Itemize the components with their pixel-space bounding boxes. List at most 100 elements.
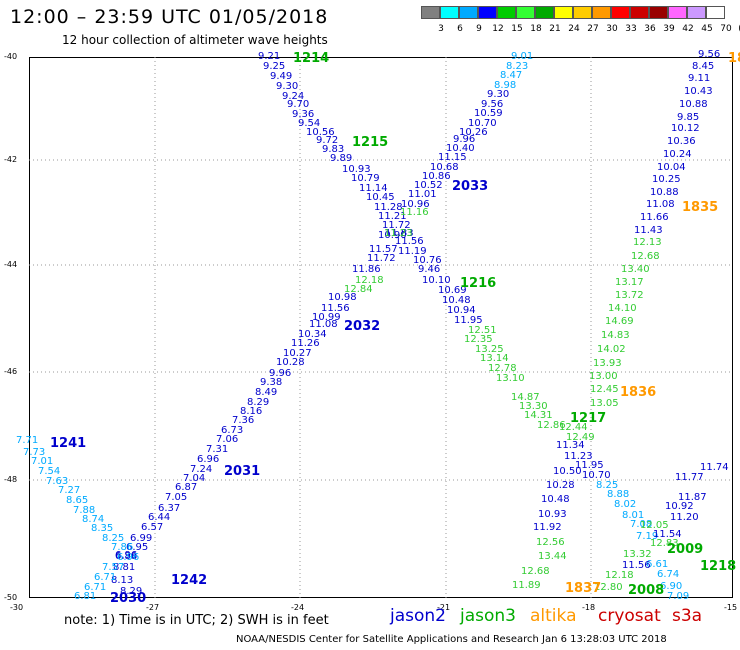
colorbar-swatch bbox=[421, 6, 440, 19]
wave-height-value: 13.93 bbox=[593, 358, 622, 369]
time-stamp-label: 1216 bbox=[460, 276, 496, 291]
wave-height-value: 9.70 bbox=[287, 99, 309, 110]
wave-height-value: 10.92 bbox=[665, 501, 694, 512]
wave-height-value: 10.56 bbox=[306, 127, 335, 138]
wave-height-value: 12.84 bbox=[344, 284, 373, 295]
time-stamp-label: 2008 bbox=[628, 583, 664, 598]
wave-height-value: 11.57 bbox=[369, 244, 398, 255]
wave-height-value: 10.52 bbox=[414, 180, 443, 191]
wave-height-value: 8.02 bbox=[614, 499, 636, 510]
satellite-legend-jason3: jason3 bbox=[460, 606, 516, 626]
colorbar-label: 45 bbox=[701, 24, 713, 34]
wave-height-value: 9.83 bbox=[322, 144, 344, 155]
wave-height-value: 9.24 bbox=[282, 91, 304, 102]
wave-height-value: 12.18 bbox=[355, 275, 384, 286]
lat-tick-label: -48 bbox=[4, 475, 18, 484]
wave-height-value: 11.83 bbox=[385, 228, 414, 239]
wave-height-value: 11.56 bbox=[622, 560, 651, 571]
colorbar-swatch bbox=[668, 6, 687, 19]
wave-height-value: 8.98 bbox=[494, 80, 516, 91]
wave-height-value: 13.14 bbox=[480, 353, 509, 364]
wave-height-value: 8.29 bbox=[247, 397, 269, 408]
wave-height-value: 7.57 bbox=[102, 562, 124, 573]
satellite-legend-cryosat: cryosat bbox=[598, 606, 661, 626]
wave-height-value: 9.21 bbox=[258, 51, 280, 62]
colorbar-swatch bbox=[649, 6, 668, 19]
wave-height-value: 6.44 bbox=[148, 512, 170, 523]
colorbar-swatch bbox=[573, 6, 592, 19]
colorbar-swatch bbox=[516, 6, 535, 19]
wave-height-value: 10.26 bbox=[459, 127, 488, 138]
wave-height-value: 11.28 bbox=[374, 202, 403, 213]
wave-height-value: 11.56 bbox=[395, 236, 424, 247]
wave-height-value: 13.30 bbox=[519, 401, 548, 412]
wave-height-value: 11.56 bbox=[321, 303, 350, 314]
wave-height-value: 11.92 bbox=[533, 522, 562, 533]
wave-height-value: 8.25 bbox=[596, 480, 618, 491]
wave-height-value: 11.08 bbox=[646, 199, 675, 210]
colorbar-label: (ft) bbox=[735, 24, 740, 34]
wave-height-value: 12.78 bbox=[488, 363, 517, 374]
plot-frame bbox=[29, 57, 733, 598]
wave-height-value: 10.12 bbox=[671, 123, 700, 134]
wave-height-value: 9.30 bbox=[487, 89, 509, 100]
wave-height-value: 9.01 bbox=[511, 51, 533, 62]
wave-height-value: 6.95 bbox=[126, 542, 148, 553]
wave-height-value: 10.59 bbox=[474, 108, 503, 119]
wave-height-value: 6.99 bbox=[130, 533, 152, 544]
wave-height-value: 6.88 bbox=[115, 551, 137, 562]
wave-height-value: 11.95 bbox=[575, 460, 604, 471]
wave-height-value: 6.71 bbox=[84, 582, 106, 593]
wave-height-value: 12.13 bbox=[633, 237, 662, 248]
wave-height-value: 7.31 bbox=[206, 444, 228, 455]
wave-height-value: 12.68 bbox=[521, 566, 550, 577]
wave-height-value: 7.54 bbox=[38, 466, 60, 477]
wave-height-value: 11.86 bbox=[352, 264, 381, 275]
colorbar-swatch bbox=[592, 6, 611, 19]
lat-tick-label: -44 bbox=[4, 260, 18, 269]
wave-height-value: 11.72 bbox=[367, 253, 396, 264]
wave-height-value: 7.05 bbox=[165, 492, 187, 503]
wave-height-value: 10.27 bbox=[283, 348, 312, 359]
wave-height-value: 14.69 bbox=[605, 316, 634, 327]
wave-height-value: 10.24 bbox=[663, 149, 692, 160]
wave-height-value: 10.69 bbox=[438, 285, 467, 296]
wave-height-value: 10.10 bbox=[422, 275, 451, 286]
colorbar-label: 27 bbox=[587, 24, 599, 34]
wave-height-value: 12.44 bbox=[559, 422, 588, 433]
wave-height-value: 11.15 bbox=[438, 152, 467, 163]
wave-height-value: 12.45 bbox=[590, 384, 619, 395]
wave-height-value: 6.87 bbox=[175, 482, 197, 493]
time-stamp-label: 18 bbox=[728, 51, 740, 66]
satellite-legend-jason2: jason2 bbox=[390, 606, 446, 626]
wave-height-value: 7.19 bbox=[636, 531, 658, 542]
page-title: 12:00 – 23:59 UTC 01/05/2018 bbox=[10, 6, 329, 28]
time-stamp-label: 1836 bbox=[620, 385, 656, 400]
wave-height-value: 6.90 bbox=[660, 581, 682, 592]
colorbar-label: 70 bbox=[720, 24, 732, 34]
wave-height-value: 10.70 bbox=[468, 118, 497, 129]
wave-height-value: 10.43 bbox=[684, 86, 713, 97]
wave-height-value: 14.02 bbox=[597, 344, 626, 355]
wave-height-value: 8.47 bbox=[500, 70, 522, 81]
wave-height-value: 10.70 bbox=[582, 470, 611, 481]
wave-height-value: 8.16 bbox=[240, 406, 262, 417]
wave-height-value: 12.83 bbox=[650, 538, 679, 549]
wave-height-value: 7.88 bbox=[73, 505, 95, 516]
wave-height-value: 10.25 bbox=[652, 174, 681, 185]
colorbar-label: 6 bbox=[457, 24, 463, 34]
wave-height-value: 7.73 bbox=[23, 447, 45, 458]
time-stamp-label: 1835 bbox=[682, 200, 718, 215]
wave-height-value: 9.38 bbox=[260, 377, 282, 388]
satellite-legend-s3a: s3a bbox=[672, 606, 703, 626]
wave-height-value: 11.89 bbox=[512, 580, 541, 591]
wave-height-value: 12.51 bbox=[468, 325, 497, 336]
wave-height-value: 10.96 bbox=[401, 199, 430, 210]
wave-height-value: 9.89 bbox=[330, 153, 352, 164]
wave-height-value: 11.23 bbox=[564, 451, 593, 462]
wave-height-value: 10.88 bbox=[679, 99, 708, 110]
colorbar-label: 3 bbox=[438, 24, 444, 34]
wave-height-value: 8.13 bbox=[111, 575, 133, 586]
wave-height-value: 7.63 bbox=[46, 476, 68, 487]
